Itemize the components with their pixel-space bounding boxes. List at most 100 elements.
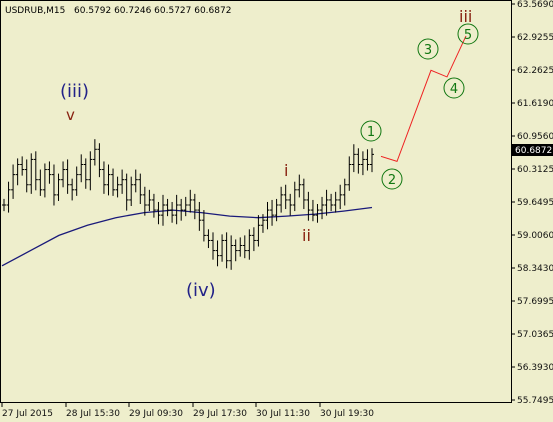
ohlc-values: 60.5792 60.7246 60.5727 60.6872 [74,6,231,16]
price-tick-label: 60.9560 [517,132,553,142]
current-price-marker: 60.6872 [512,144,553,156]
ohlc-bar [279,186,284,213]
ohlc-bar [6,181,11,213]
ohlc-bar [65,159,70,194]
time-tick-label: 29 Jul 17:30 [193,409,247,419]
ohlc-bar [283,184,288,210]
ohlc-bar [70,178,75,201]
ohlc-bar [256,215,261,247]
wave-label-i: i [284,161,288,180]
ohlc-bar [2,198,6,212]
ohlc-bar [270,199,275,226]
ohlc-bar [233,239,238,262]
ohlc-bar [297,174,302,198]
ohlc-bar [183,196,188,217]
ohlc-bar [360,151,365,176]
ohlc-bar [79,154,84,183]
ohlc-bar [306,191,311,221]
ohlc-bar [88,151,93,191]
circle-label-1: 1 [360,120,382,142]
wave-label-iii-major: (iii) [60,81,89,102]
circle-label-5: 5 [457,23,479,45]
ohlc-bar [288,193,293,216]
ohlc-bar [197,201,202,231]
ohlc-bar [242,235,247,259]
ohlc-bar [215,240,220,267]
ohlc-bar [210,232,215,260]
ohlc-bar [11,164,16,199]
svg-text:5: 5 [464,28,472,43]
ohlc-bar [56,173,61,201]
ohlc-bar [292,181,297,212]
price-tick-label: 56.3930 [517,363,553,373]
ohlc-bar [92,139,97,166]
ohlc-bar [333,191,338,213]
ohlc-bar [97,143,102,178]
ohlc-bar [165,198,170,217]
ohlc-bar [315,203,320,223]
ohlc-bar [247,229,252,260]
moving-average-line [1,206,373,267]
ohlc-bars [2,139,374,270]
ohlc-bar [42,163,47,198]
time-tick-label: 30 Jul 19:30 [320,409,374,419]
wave-label-v: v [66,106,75,124]
time-tick-label: 30 Jul 11:30 [256,409,310,419]
ohlc-bar [356,148,361,174]
ohlc-bar [192,193,197,220]
ohlc-bar [20,156,25,176]
symbol-timeframe: USDRUB,M15 [5,6,65,16]
ohlc-bar [38,169,43,196]
ohlc-bar [174,194,179,225]
wave-label-iv-major: (iv) [186,280,216,301]
svg-text:3: 3 [424,43,432,58]
ohlc-bar [51,164,56,206]
ohlc-bar [74,166,79,196]
ohlc-bar [24,159,29,193]
ohlc-bar [370,148,374,173]
ohlc-bar [124,173,129,211]
svg-text:1: 1 [367,125,375,140]
ohlc-bar [179,198,184,221]
ohlc-bar [274,198,279,222]
price-tick-label: 62.9255 [517,33,553,43]
svg-text:60.6872: 60.6872 [515,146,552,156]
ohlc-bar [320,196,325,220]
svg-text:4: 4 [450,82,458,97]
price-tick-label: 57.0365 [517,330,553,340]
price-tick-label: 58.3430 [517,264,553,274]
ohlc-bar [310,199,315,222]
ohlc-bar [161,194,166,226]
ohlc-bar [342,178,347,206]
ohlc-bar [120,169,125,194]
ohlc-bar [229,235,234,270]
price-tick-label: 63.5690 [517,0,553,10]
ohlc-bar [47,161,52,184]
ohlc-bar [201,210,206,242]
ohlc-bar [138,173,143,204]
ohlc-bar [133,169,138,193]
ohlc-bar [147,189,152,212]
ohlc-bar [324,189,329,216]
ohlc-bar [188,189,193,213]
ohlc-bar [220,234,225,262]
price-tick-label: 59.6495 [517,198,553,208]
ohlc-bar [61,161,66,188]
wave-label-ii: ii [302,226,311,245]
ohlc-bar [15,158,20,186]
price-tick-label: 57.6995 [517,297,553,307]
price-tick-label: 59.0060 [517,231,553,241]
time-tick-label: 28 Jul 15:30 [66,409,120,419]
ohlc-bar [101,161,106,194]
ohlc-bar [265,201,270,230]
ohlc-bar [301,178,306,210]
ohlc-bar [251,227,256,252]
time-axis: 27 Jul 2015 28 Jul 15:30 29 Jul 09:30 29 Ju… [1,403,374,419]
ohlc-bar [329,193,334,212]
ohlc-bar [347,156,352,191]
price-tick-label: 55.7495 [517,396,553,406]
ohlc-bar [111,168,116,196]
ohlc-bar [338,184,343,210]
